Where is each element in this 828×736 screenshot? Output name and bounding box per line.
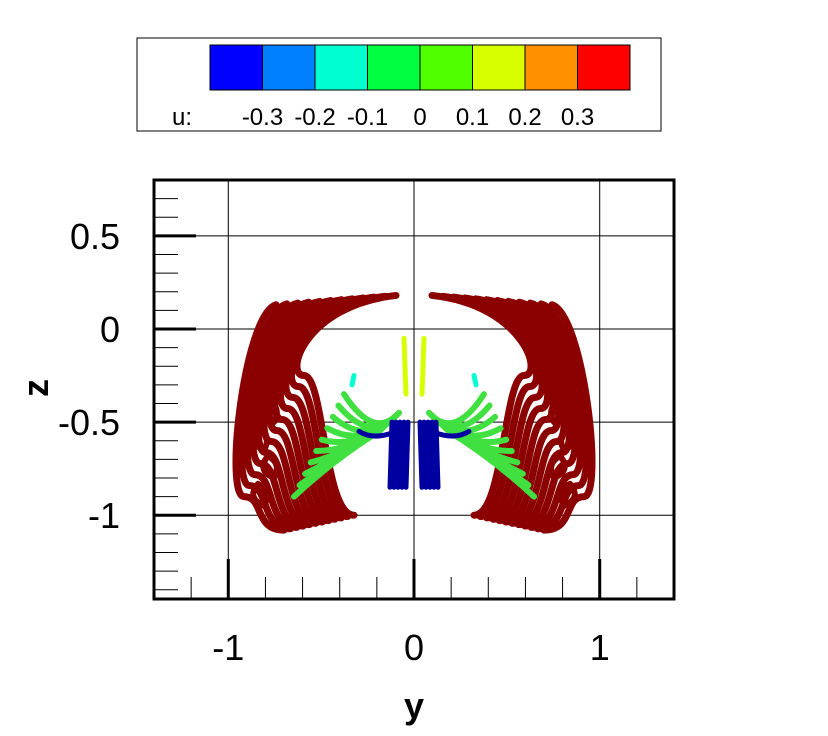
streamtube-core — [425, 419, 433, 490]
streamtube-loop — [548, 397, 568, 426]
streamtube-loop — [260, 397, 280, 426]
colorbar-level-label: -0.1 — [347, 104, 388, 131]
streamtube-core — [356, 428, 399, 439]
grid-lines — [154, 180, 674, 599]
y-tick-label: 0.5 — [70, 216, 120, 257]
colorbar-level-label: 0.3 — [561, 104, 594, 131]
streamtube-loop — [250, 369, 270, 398]
streamtube-core — [417, 419, 425, 490]
streamtube-outer — [461, 294, 552, 523]
streamtube-outer — [534, 300, 590, 533]
colorbar-level-labels: -0.3 -0.2 -0.1 0 0.1 0.2 0.3 — [242, 104, 594, 131]
streamtubes — [232, 291, 596, 534]
colorbar-legend: u: -0.3 -0.2 -0.1 0 0.1 0.2 0.3 — [136, 37, 662, 132]
streamtube-core — [399, 419, 407, 490]
colorbar-level-label: 0.2 — [508, 104, 541, 131]
colorbar-swatch — [262, 44, 316, 91]
streamtube-loop — [548, 341, 568, 370]
x-tick-label: 0 — [404, 627, 424, 668]
streamtube-loop — [260, 341, 280, 370]
streamtube-outer — [243, 299, 302, 531]
colorbar-swatch — [209, 44, 263, 91]
streamtube-outer — [526, 299, 585, 531]
x-tick-label: -1 — [212, 627, 244, 668]
colorbar-swatches — [209, 44, 631, 91]
x-tick-labels: -1 0 1 — [212, 627, 609, 668]
streamtube-loop — [250, 480, 270, 509]
colorbar-level-label: -0.3 — [242, 104, 283, 131]
colorbar-swatch — [419, 44, 473, 91]
colorbar-level-label: 0 — [413, 104, 426, 131]
streamtube-core — [395, 419, 403, 490]
streamtube-outer — [483, 296, 563, 526]
streamtube-loop — [558, 369, 578, 398]
y-tick-labels: 0.5 0 -0.5 -1 — [58, 216, 120, 536]
streamtube-loop — [558, 480, 578, 509]
y-tick-label: -0.5 — [58, 402, 120, 443]
streamtube-outer — [271, 295, 356, 525]
x-tick-label: 1 — [590, 627, 610, 668]
colorbar-swatch — [524, 44, 578, 91]
streamtube-accent — [349, 373, 357, 388]
streamtube-outer — [540, 301, 596, 534]
streamtube-accent — [471, 373, 479, 388]
streamtube-accent — [401, 335, 409, 397]
colorbar-swatch — [314, 44, 368, 91]
y-tick-label: -1 — [88, 495, 120, 536]
plot-frame — [152, 178, 676, 601]
streamtube-outer — [265, 296, 345, 526]
streamtube-loop — [548, 452, 568, 481]
streamtube-outer — [249, 298, 313, 530]
streamtube-outer — [232, 301, 288, 534]
streamtube-accent — [419, 335, 427, 397]
plot-area — [152, 178, 676, 601]
colorbar-level-label: 0.1 — [456, 104, 489, 131]
streamtube-outer — [238, 300, 294, 533]
colorbar-level-label: -0.2 — [294, 104, 335, 131]
streamtube-core — [403, 419, 411, 490]
streamtube-outer — [472, 295, 557, 525]
colorbar-swatch — [577, 44, 631, 91]
streamtube-loop — [558, 425, 578, 454]
streamtube-loop — [260, 452, 280, 481]
streamtube-core — [429, 428, 472, 439]
y-axis-title: z — [15, 379, 56, 397]
x-axis-title: y — [404, 685, 424, 726]
colorbar-swatch — [367, 44, 421, 91]
streamtube-outer — [276, 294, 367, 523]
streamtube-outer — [515, 298, 579, 530]
y-tick-label: 0 — [100, 309, 120, 350]
streamtube-loop — [250, 425, 270, 454]
colorbar-swatch — [472, 44, 526, 91]
major-ticks — [154, 234, 602, 599]
colorbar-variable-label: u: — [172, 104, 192, 131]
streamtube-core — [421, 419, 429, 490]
